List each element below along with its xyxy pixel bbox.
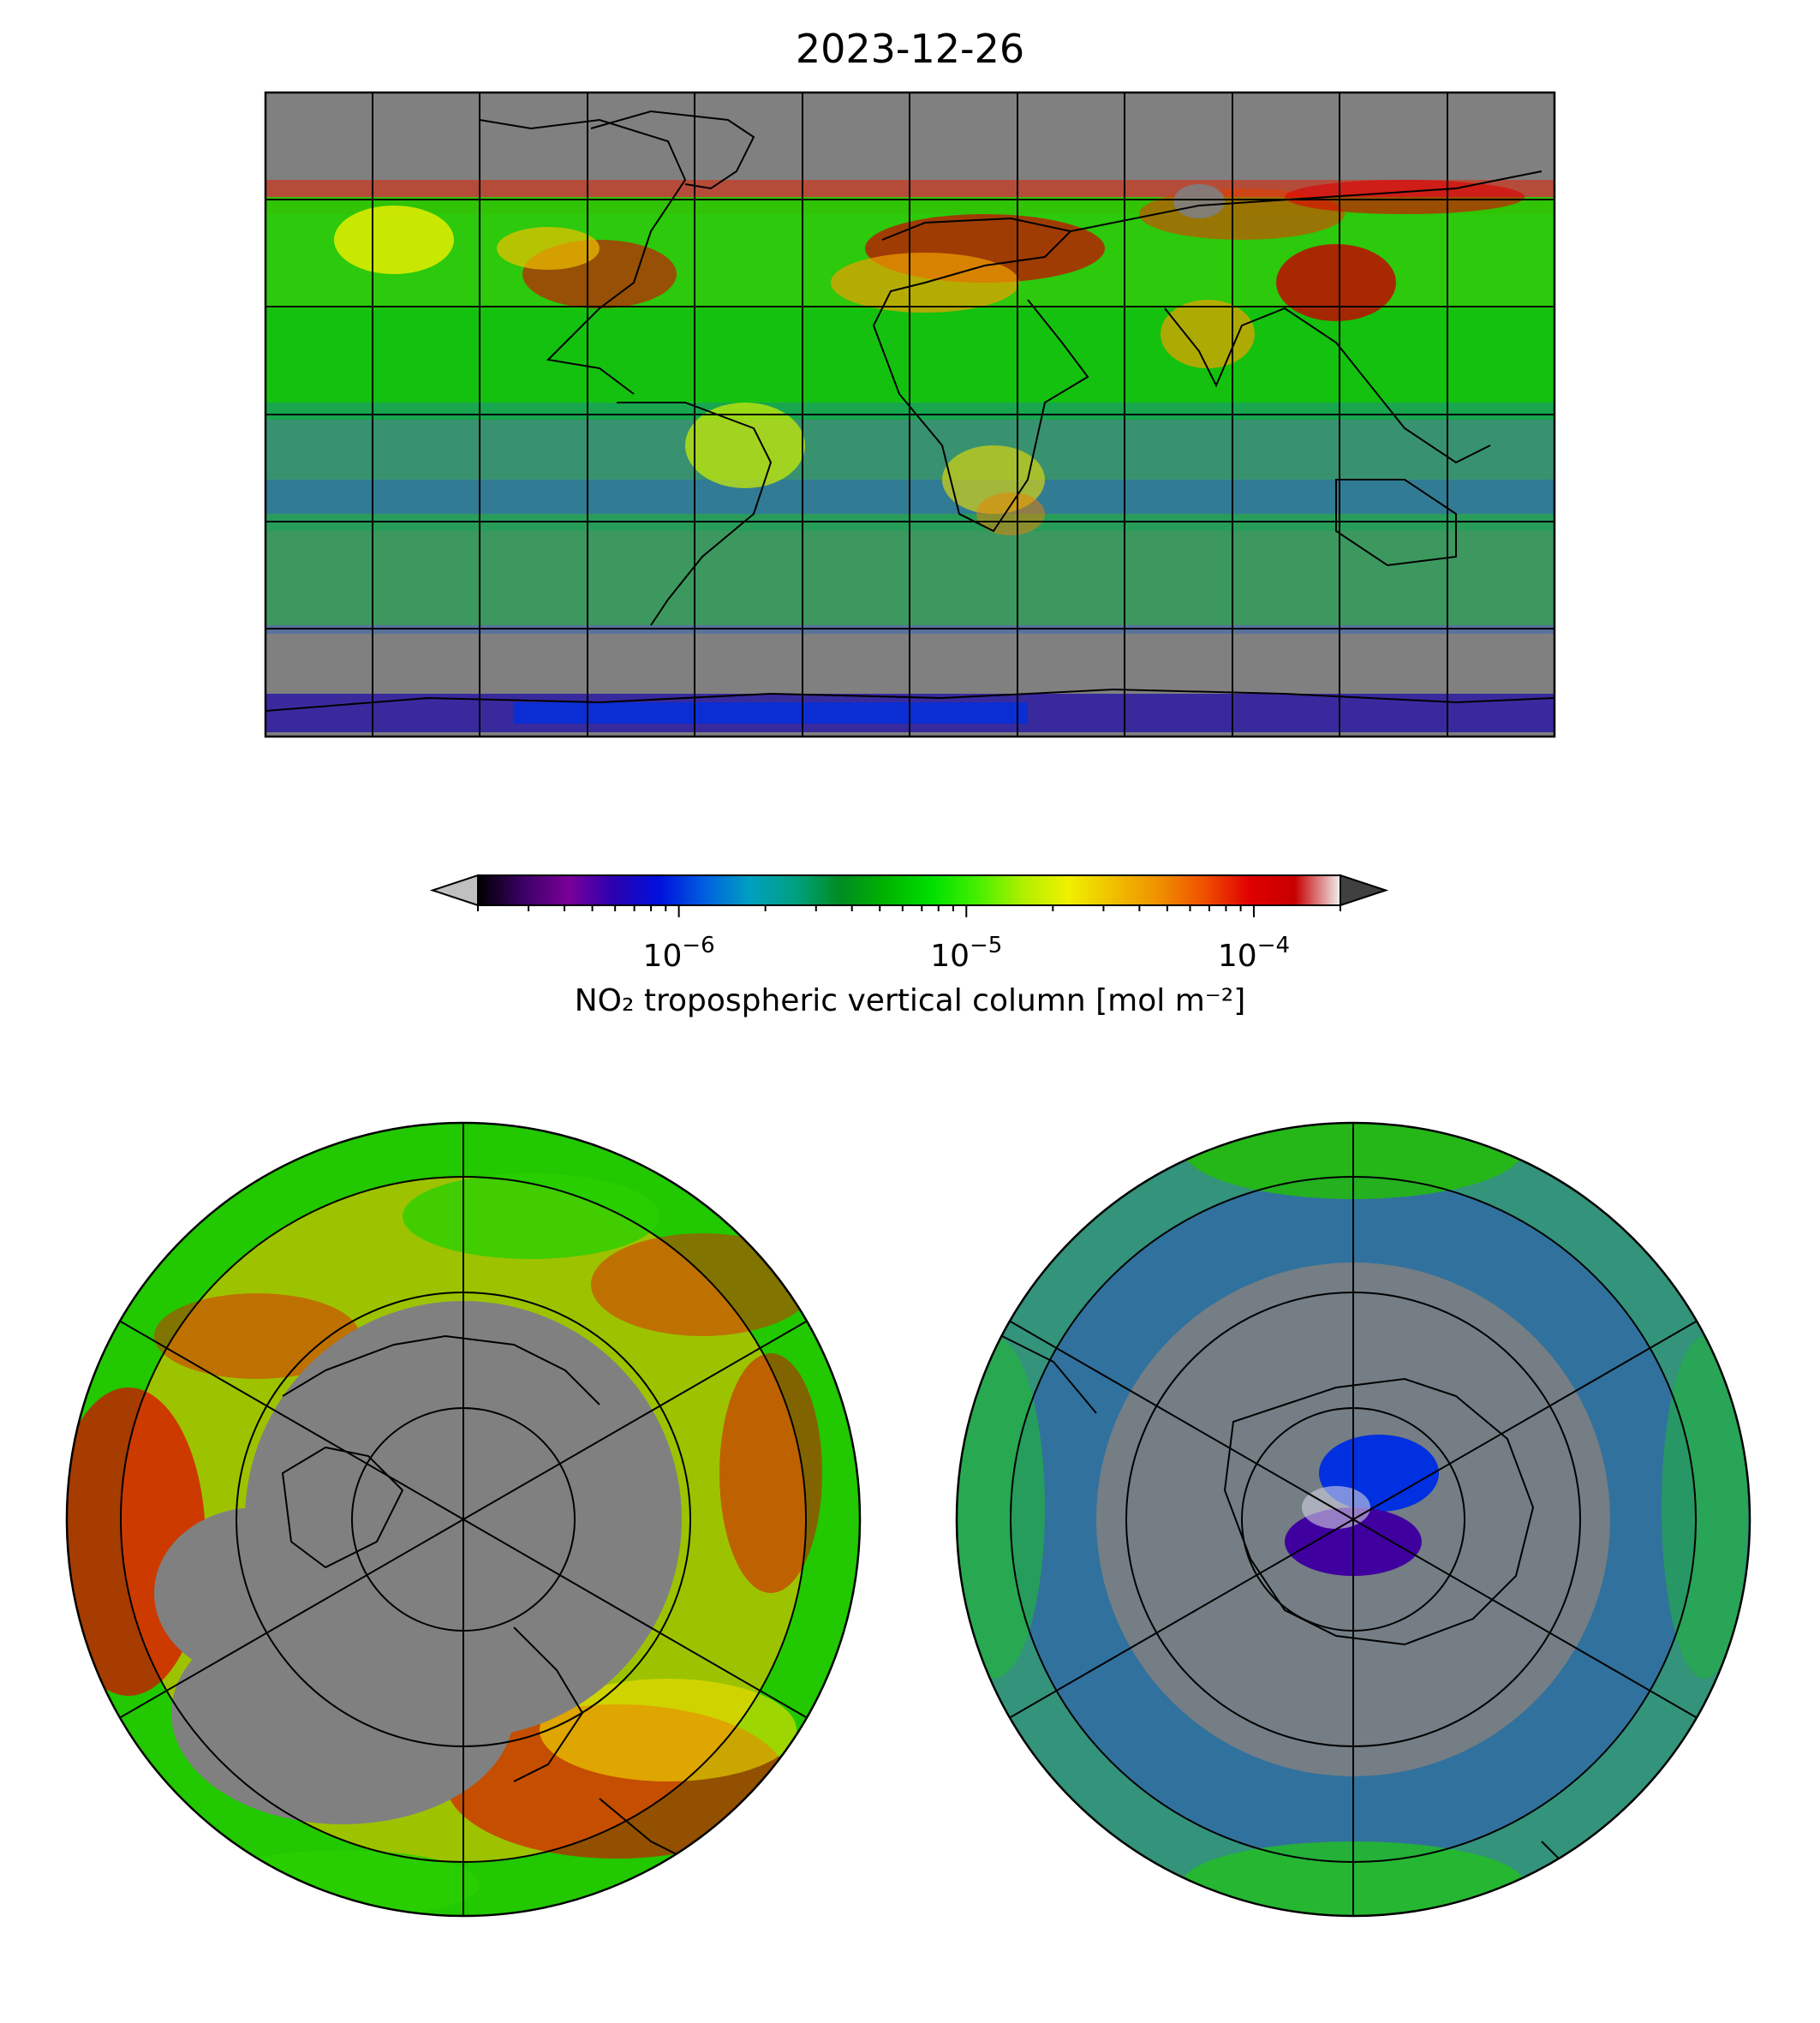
north-no2-field bbox=[67, 1123, 860, 1916]
colorbar-gradient bbox=[478, 875, 1340, 905]
global-map bbox=[264, 91, 1556, 738]
global-map-frame bbox=[264, 91, 1556, 738]
north-map-frame bbox=[65, 1121, 862, 1918]
colorbar-under-extend bbox=[429, 874, 479, 907]
global-graticule bbox=[266, 92, 1554, 737]
colorbar-over-extend bbox=[1340, 874, 1389, 907]
south-no2-field bbox=[957, 1123, 1750, 1916]
colorbar-label: NO₂ tropospheric vertical column [mol m⁻… bbox=[574, 983, 1246, 1018]
north-polar-map bbox=[65, 1121, 862, 1918]
map-title: 2023-12-26 bbox=[795, 26, 1025, 72]
colorbar: 10−6 10−5 10−4 bbox=[429, 874, 1389, 974]
south-polar-map bbox=[955, 1121, 1751, 1918]
colorbar-tick-label: 10−5 bbox=[930, 933, 1002, 974]
global-coastlines bbox=[266, 110, 1554, 712]
colorbar-tick-label: 10−4 bbox=[1218, 933, 1290, 974]
south-graticule bbox=[1009, 1123, 1698, 1916]
south-map-frame bbox=[955, 1121, 1751, 1918]
north-graticule bbox=[119, 1123, 808, 1916]
colorbar-tick-label: 10−6 bbox=[643, 933, 715, 974]
colorbar-ticks bbox=[477, 905, 1341, 917]
colorbar-tick-labels: 10−6 10−5 10−4 bbox=[643, 933, 1290, 974]
